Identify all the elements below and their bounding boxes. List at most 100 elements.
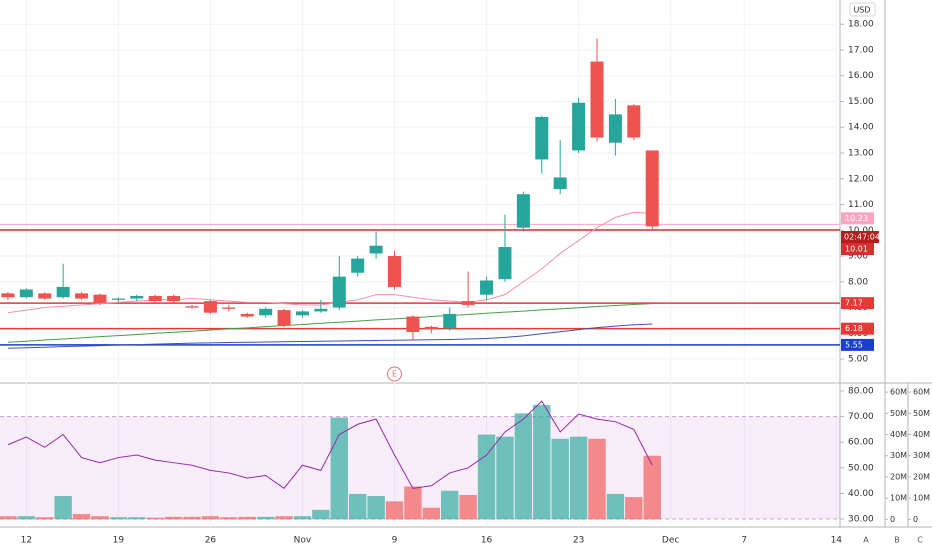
volume-bar	[588, 438, 606, 520]
currency-label: USD	[853, 6, 870, 15]
candle-body	[38, 293, 52, 299]
y-tick-label: 17.00	[848, 45, 874, 55]
x-tick-label: 19	[113, 536, 125, 546]
volume-bar	[109, 517, 128, 520]
volume-bar	[625, 497, 643, 520]
candle-body	[406, 316, 420, 333]
candle-body	[222, 307, 236, 309]
x-tick-label: 12	[21, 536, 32, 546]
candle-body	[461, 301, 475, 305]
rsi-tick-label: 40.00	[848, 489, 874, 499]
x-tick-label: Dec	[662, 536, 679, 546]
volume-bar	[422, 507, 441, 520]
volume-bar	[441, 490, 459, 520]
volume-tick-label: 10M	[913, 494, 930, 503]
candle-body	[535, 116, 549, 160]
moving-average	[7, 323, 653, 349]
candle-body	[332, 276, 346, 308]
volume-bar	[330, 417, 348, 520]
rsi-tick-label: 80.00	[848, 386, 874, 396]
pane-button[interactable]: B	[894, 536, 900, 545]
candle-body	[627, 105, 641, 138]
pane-button[interactable]: C	[917, 536, 923, 545]
y-tick-label: 5.00	[848, 355, 868, 365]
volume-bar	[533, 404, 551, 520]
x-tick-label: 23	[573, 536, 584, 546]
earnings-label[interactable]: E	[392, 370, 397, 379]
price-label-box	[841, 322, 874, 335]
volume-bar	[238, 516, 256, 520]
candle-body	[1, 293, 15, 298]
volume-bar	[146, 517, 164, 520]
volume-bar	[72, 514, 91, 520]
volume-bar	[220, 517, 238, 520]
earnings-marker[interactable]	[387, 366, 403, 382]
pane-button[interactable]: A	[863, 536, 869, 545]
countdown: 02:47:04	[844, 233, 880, 242]
price-label-box	[841, 297, 874, 310]
price-label: 7.17	[845, 299, 863, 308]
volume-bar	[183, 516, 201, 520]
moving-average	[7, 211, 653, 314]
candle-body	[424, 326, 438, 330]
volume-tick-label: 0	[890, 515, 895, 524]
candle-body	[498, 247, 512, 280]
candle-body	[645, 150, 659, 227]
price-label: 10.01	[845, 245, 868, 254]
x-tick-label: 16	[481, 536, 493, 546]
volume-tick-label: 30M	[890, 451, 907, 460]
candle-body	[240, 313, 254, 317]
rsi-tick-label: 50.00	[848, 463, 874, 473]
volume-bar	[643, 455, 661, 520]
volume-tick-label: 50M	[913, 409, 930, 418]
volume-bar	[36, 517, 54, 520]
volume-tick-label: 60M	[890, 388, 907, 397]
candle-body	[259, 308, 273, 316]
y-tick-label: 14.00	[848, 123, 874, 133]
x-tick-label: 14	[831, 536, 843, 546]
candle-body	[277, 310, 291, 326]
candle-body	[75, 293, 89, 299]
price-label: 5.55	[845, 340, 863, 349]
volume-bar	[91, 516, 109, 520]
volume-bar	[385, 501, 404, 520]
y-tick-label: 8.00	[848, 277, 868, 287]
volume-bar	[312, 509, 330, 520]
candle-body	[93, 294, 107, 303]
currency-box	[849, 2, 876, 17]
candle-body	[203, 301, 217, 313]
candle-body	[130, 295, 144, 299]
y-tick-label: 9.00	[848, 252, 868, 262]
candle-body	[167, 295, 181, 302]
rsi-tick-label: 30.00	[848, 515, 874, 525]
candle-body	[608, 114, 622, 143]
volume-bar	[54, 496, 72, 520]
x-tick-label: 7	[741, 536, 747, 546]
moving-average	[7, 303, 653, 343]
volume-bar	[201, 516, 220, 520]
candle-body	[572, 102, 586, 151]
volume-bar	[569, 436, 588, 520]
volume-bar	[293, 516, 312, 520]
y-tick-label: 11.00	[848, 200, 874, 210]
candle-body	[148, 295, 162, 302]
volume-tick-label: 50M	[890, 409, 907, 418]
volume-tick-label: 30M	[913, 451, 930, 460]
candle-body	[314, 308, 328, 312]
volume-bar	[0, 516, 17, 520]
rsi-tick-label: 60.00	[848, 438, 874, 448]
volume-tick-label: 40M	[913, 430, 930, 439]
volume-bar	[367, 496, 385, 520]
rsi-line	[7, 400, 653, 489]
volume-tick-label: 40M	[890, 430, 907, 439]
y-tick-label: 10.00	[848, 226, 874, 236]
volume-bar	[477, 434, 496, 520]
volume-bar	[164, 516, 183, 520]
x-tick-label: 9	[392, 536, 398, 546]
candle-body	[295, 311, 309, 316]
candle-body	[443, 313, 457, 329]
y-tick-label: 12.00	[848, 174, 874, 184]
price-label: 6.18	[845, 324, 863, 333]
